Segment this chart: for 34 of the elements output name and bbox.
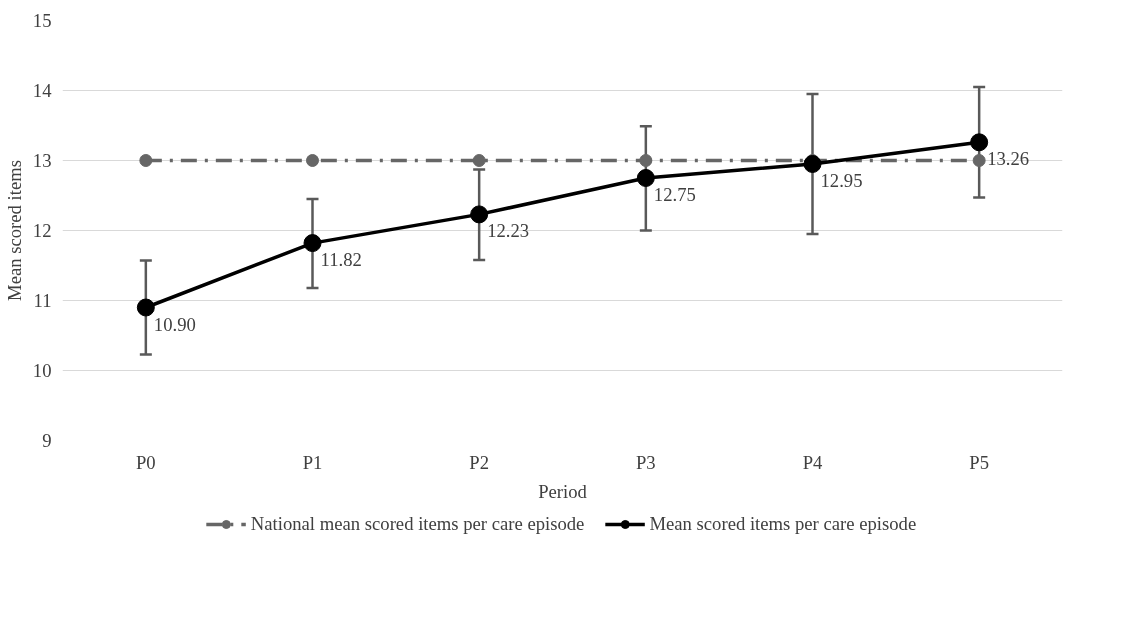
point	[470, 205, 489, 224]
data-label: 13.26	[987, 148, 1030, 170]
y-tick-label: 15	[32, 10, 52, 31]
point	[136, 298, 155, 317]
y-tick-label: 11	[33, 290, 52, 311]
data-label: 11.82	[320, 249, 362, 271]
point	[139, 154, 153, 167]
legend-label: National mean scored items per care episode	[250, 513, 585, 535]
x-tick-label: P0	[135, 451, 156, 473]
point	[306, 154, 319, 167]
y-tick-label: 9	[42, 430, 52, 451]
point	[472, 154, 486, 167]
data-label: 12.75	[653, 184, 696, 205]
x-tick-label: P1	[302, 451, 323, 473]
y-tick-label: 13	[32, 150, 52, 171]
y-tick-label: 14	[32, 80, 53, 101]
point	[636, 169, 655, 187]
y-axis-title: Mean scored items	[3, 160, 25, 301]
x-tick-label: P5	[969, 451, 990, 473]
x-tick-label: P3	[635, 451, 656, 473]
y-tick-label: 12	[32, 220, 52, 241]
x-tick-label: P4	[802, 451, 824, 473]
x-axis-title: Period	[538, 480, 588, 502]
data-label: 12.95	[820, 170, 863, 191]
point	[303, 234, 322, 253]
data-label: 10.90	[153, 313, 196, 335]
point	[803, 155, 822, 173]
y-tick-label: 10	[32, 360, 52, 381]
point	[639, 154, 653, 167]
point	[972, 154, 986, 167]
point	[970, 133, 989, 152]
x-tick-label: P2	[469, 451, 490, 473]
data-label: 12.23	[487, 220, 530, 242]
legend-label: Mean scored items per care episode	[649, 513, 917, 535]
